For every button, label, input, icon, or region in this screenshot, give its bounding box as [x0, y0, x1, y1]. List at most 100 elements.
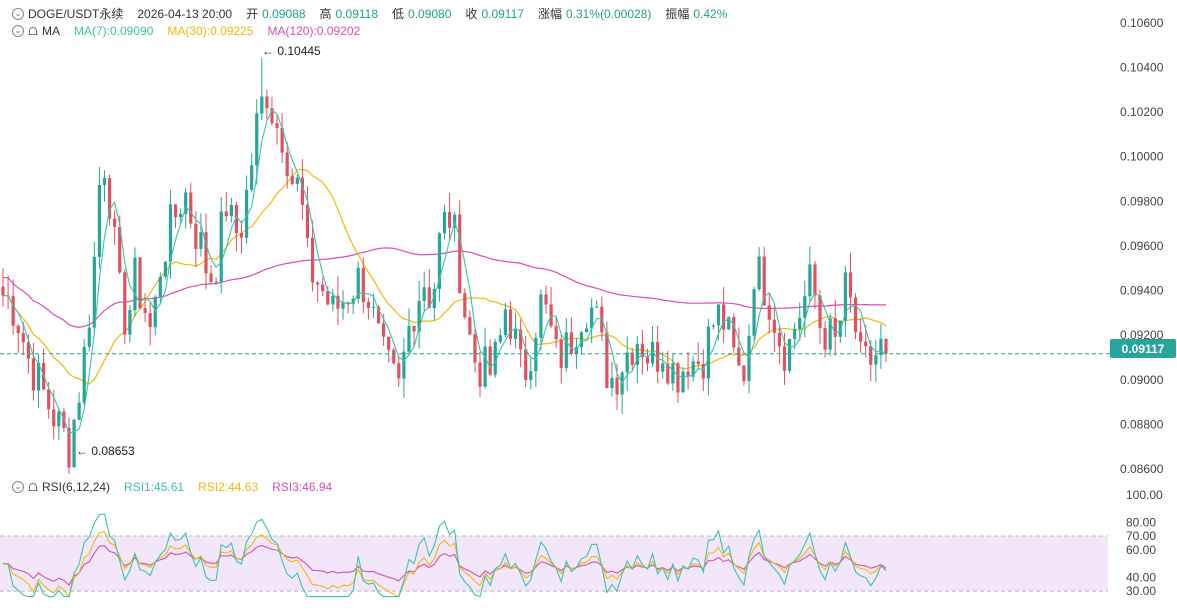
candle-body	[630, 352, 634, 365]
candle-body	[234, 204, 239, 234]
candle-body	[310, 237, 315, 283]
candle-body	[224, 211, 228, 217]
candle-body	[270, 108, 274, 124]
candle-body	[650, 341, 655, 364]
candle-body	[387, 336, 391, 350]
candle-body	[752, 289, 756, 336]
candle-body	[539, 294, 543, 338]
rsi-axis-tick: 80.00	[1126, 515, 1156, 529]
candle-body	[864, 341, 868, 347]
candle-body	[716, 304, 721, 326]
candle-body	[133, 257, 137, 311]
candle-body	[209, 273, 213, 283]
candle-body	[382, 323, 386, 337]
candle-body	[757, 256, 761, 290]
candle-body	[336, 295, 340, 309]
candle-body	[722, 304, 726, 330]
low-annotation-label: ← 0.08653	[76, 444, 135, 458]
candle-body	[128, 310, 132, 335]
rsi-title: RSI(6,12,24)	[42, 480, 111, 494]
candle-body	[295, 177, 299, 184]
ma7-line	[2, 109, 887, 434]
candle-body	[727, 316, 731, 330]
candle-body	[173, 204, 178, 218]
rsi3-legend: RSI3:46.94	[272, 480, 333, 494]
candle-body	[838, 320, 842, 337]
price-axis-tick: 0.08600	[1120, 462, 1164, 476]
candle-body	[782, 346, 787, 371]
candle-body	[148, 313, 152, 328]
candle-body	[534, 337, 538, 372]
candle-body	[67, 427, 71, 468]
ma30-legend: MA(30):0.09225	[167, 24, 254, 38]
candle-body	[473, 334, 477, 363]
candle-body	[762, 256, 766, 306]
rsi2-legend: RSI2:44.63	[198, 480, 259, 494]
candle-body	[640, 343, 645, 358]
candle-body	[250, 165, 254, 190]
candle-body	[422, 287, 426, 301]
candle-body	[508, 309, 513, 339]
candle-body	[194, 223, 198, 249]
candle-body	[21, 333, 25, 343]
candle-body	[255, 113, 259, 166]
candle-body	[36, 362, 41, 391]
price-axis-tick: 0.10200	[1120, 105, 1164, 119]
candle-body	[605, 332, 609, 389]
candle-body	[848, 272, 853, 298]
rsi-band	[0, 536, 1108, 592]
candle-body	[656, 341, 660, 372]
candle-body	[47, 389, 51, 410]
candle-body	[107, 178, 112, 219]
rsi-legend: ⌄ RSI(6,12,24) RSI1:45.61 RSI2:44.63 RSI…	[12, 480, 332, 494]
price-axis-tick: 0.10400	[1120, 60, 1164, 74]
candle-body	[803, 296, 807, 318]
candle-body	[52, 409, 56, 427]
candle-body	[853, 297, 858, 333]
candle-body	[376, 306, 381, 324]
collapse-chevron-icon[interactable]: ⌄	[12, 7, 24, 20]
rsi3-line	[2, 545, 887, 586]
candle-body	[519, 329, 523, 350]
candle-body	[31, 358, 36, 391]
candle-body	[681, 371, 685, 393]
candle-body	[711, 325, 716, 327]
amplitude-label: 振幅	[665, 7, 690, 21]
candle-body	[87, 327, 91, 347]
rsi-alert-bell-icon[interactable]	[28, 482, 38, 492]
candle-body	[529, 371, 533, 381]
candle-body	[818, 295, 822, 328]
candle-body	[610, 377, 614, 389]
candle-body	[432, 288, 436, 309]
ma-alert-bell-icon[interactable]	[28, 26, 38, 36]
candle-body	[463, 293, 467, 318]
ma7-line-group	[2, 109, 887, 434]
candle-body	[118, 226, 122, 273]
candle-body	[229, 204, 233, 217]
price-axis-tick: 0.10600	[1120, 16, 1164, 30]
rsi2-line	[2, 531, 887, 598]
candle-body	[671, 363, 675, 384]
candle-body	[163, 261, 167, 277]
candle-body	[595, 306, 599, 308]
candle-body	[138, 257, 142, 309]
candle-body	[331, 295, 335, 305]
rsi-axis-tick: 30.00	[1126, 584, 1156, 598]
candle-body	[123, 272, 127, 335]
candle-body	[706, 326, 710, 379]
low-value: 0.09080	[408, 6, 452, 21]
candle-body	[787, 338, 792, 371]
price-axis-tick: 0.09800	[1120, 194, 1164, 208]
rsi-collapse-chevron-icon[interactable]: ⌄	[12, 481, 24, 493]
candle-body	[361, 267, 365, 302]
datetime-label: 2026-04-13 20:00	[137, 6, 233, 21]
candle-body	[168, 204, 173, 262]
candle-body	[244, 189, 249, 238]
candle-body	[316, 282, 320, 285]
candle-body	[493, 341, 497, 375]
ma-legend: ⌄ MA MA(7):0.09090 MA(30):0.09225 MA(120…	[12, 24, 360, 38]
candle-body	[503, 309, 507, 336]
ma-collapse-chevron-icon[interactable]: ⌄	[12, 25, 24, 37]
candle-body	[478, 362, 482, 387]
